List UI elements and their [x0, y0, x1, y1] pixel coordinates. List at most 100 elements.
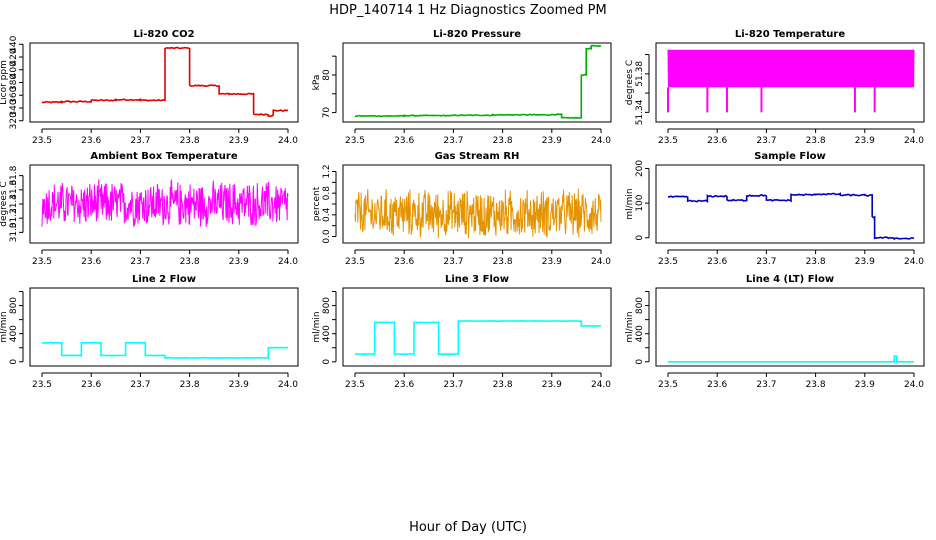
- x-tick-label: 23.8: [493, 380, 513, 390]
- y-tick-label: 0: [635, 235, 645, 241]
- plot-frame: [342, 42, 612, 123]
- y-tick-label: 400: [635, 325, 645, 342]
- y-tick-label: 0.4: [322, 207, 332, 222]
- x-tick-label: 23.9: [855, 380, 875, 390]
- plot-frame: [29, 287, 299, 367]
- y-tick-label: 31.4: [9, 194, 19, 214]
- y-axis-label: degrees C: [625, 60, 635, 105]
- x-tick-label: 24.0: [278, 136, 298, 146]
- y-tick-label: 1.2: [322, 164, 332, 178]
- y-tick-label: 100: [635, 194, 645, 211]
- x-tick-label: 23.8: [493, 257, 513, 267]
- x-tick-label: 24.0: [591, 136, 611, 146]
- x-tick-label: 23.8: [493, 136, 513, 146]
- plot-frame: [29, 42, 299, 123]
- y-tick-label: 800: [9, 297, 19, 314]
- panel-title: Li-820 Pressure: [433, 29, 521, 40]
- y-axis-label: ml/min: [625, 188, 635, 219]
- x-tick-label: 23.5: [32, 380, 52, 390]
- x-tick-label: 23.6: [394, 380, 414, 390]
- y-axis-label: ml/min: [625, 311, 635, 342]
- x-tick-label: 24.0: [278, 380, 298, 390]
- y-axis-label: ml/min: [312, 311, 322, 342]
- y-tick-label: 380: [9, 74, 19, 91]
- chart-panel-6: Sample Flow 23.5 23.6 23.7 23.8 23.9 24.0 0 100 2…: [625, 151, 925, 267]
- y-tick-label: 0.8: [322, 186, 332, 201]
- x-tick-label: 23.9: [229, 257, 249, 267]
- x-tick-label: 23.6: [707, 136, 727, 146]
- x-tick-label: 23.9: [542, 136, 562, 146]
- y-tick-label: 31.6: [9, 180, 19, 200]
- y-tick-label: 31.0: [9, 222, 19, 242]
- x-tick-label: 24.0: [278, 257, 298, 267]
- chart-panel-9: Line 4 (LT) Flow 23.5 23.6 23.7 23.8 23.9 24.0…: [625, 274, 925, 390]
- x-tick-label: 23.5: [345, 136, 365, 146]
- x-tick-label: 23.6: [394, 136, 414, 146]
- x-tick-label: 23.7: [443, 136, 463, 146]
- x-tick-label: 23.7: [130, 136, 150, 146]
- y-tick-label: 80: [322, 69, 332, 81]
- panel-title: Li-820 CO2: [133, 29, 194, 40]
- x-tick-label: 23.6: [707, 380, 727, 390]
- chart-panel-3: Li-820 Temperature 23.5 23.6 23.7 23.8 23.9 24…: [625, 29, 925, 146]
- x-tick-label: 23.6: [81, 380, 101, 390]
- x-tick-label: 23.8: [806, 257, 826, 267]
- y-axis-label: percent: [312, 186, 322, 221]
- x-tick-label: 23.9: [229, 380, 249, 390]
- x-tick-label: 23.7: [443, 380, 463, 390]
- x-tick-label: 24.0: [904, 257, 924, 267]
- y-tick-label: 0: [635, 359, 645, 365]
- plot-frame: [342, 164, 612, 244]
- panel-title: Line 3 Flow: [445, 274, 509, 285]
- y-tick-label: 420: [9, 48, 19, 65]
- plot-frame: [655, 42, 925, 123]
- x-tick-label: 23.7: [756, 257, 776, 267]
- panel-title: Line 2 Flow: [132, 274, 196, 285]
- data-series-line: [41, 178, 289, 228]
- data-series-line: [354, 188, 602, 239]
- y-axis-label: kPa: [312, 75, 322, 91]
- x-tick-label: 23.5: [345, 257, 365, 267]
- x-tick-label: 24.0: [904, 380, 924, 390]
- chart-panel-8: Line 3 Flow 23.5 23.6 23.7 23.8 23.9 24.0 0 400 8…: [312, 274, 612, 390]
- y-tick-label: 360: [9, 86, 19, 103]
- chart-panel-7: Line 2 Flow 23.5 23.6 23.7 23.8 23.9 24.0 0 400 8…: [0, 274, 299, 390]
- x-tick-label: 23.8: [806, 380, 826, 390]
- y-axis-label: degrees C: [0, 181, 9, 226]
- x-tick-label: 23.8: [180, 136, 200, 146]
- x-tick-label: 23.8: [180, 380, 200, 390]
- panel-title: Line 4 (LT) Flow: [746, 274, 834, 285]
- y-tick-label: 0: [9, 359, 19, 365]
- y-tick-label: 400: [9, 325, 19, 342]
- y-tick-label: 400: [322, 325, 332, 342]
- chart-panel-5: Gas Stream RH 23.5 23.6 23.7 23.8 23.9 24.0 0.0…: [312, 151, 612, 267]
- plot-frame: [342, 287, 612, 367]
- figure-title: HDP_140714 1 Hz Diagnostics Zoomed PM: [329, 3, 607, 18]
- y-tick-label: 51.34: [635, 99, 645, 125]
- panel-title: Sample Flow: [754, 151, 826, 162]
- y-tick-label: 440: [9, 35, 19, 52]
- data-series-line: [354, 319, 601, 356]
- y-tick-label: 51.38: [635, 61, 645, 87]
- data-series-line: [667, 49, 915, 88]
- data-series-line: [668, 355, 914, 363]
- x-tick-label: 23.5: [345, 380, 365, 390]
- chart-panel-4: Ambient Box Temperature 23.5 23.6 23.7 23.8 2…: [0, 151, 299, 267]
- data-series-line: [42, 341, 289, 360]
- y-tick-label: 800: [322, 297, 332, 314]
- y-tick-label: 400: [9, 61, 19, 78]
- x-tick-label: 23.5: [658, 257, 678, 267]
- x-tick-label: 23.7: [130, 257, 150, 267]
- x-tick-label: 23.6: [707, 257, 727, 267]
- y-tick-label: 340: [9, 99, 19, 116]
- figure-xlabel: Hour of Day (UTC): [409, 520, 527, 535]
- plot-frame: [655, 164, 925, 244]
- x-tick-label: 23.8: [180, 257, 200, 267]
- y-tick-label: 0: [322, 359, 332, 365]
- y-tick-label: 70: [322, 107, 332, 119]
- data-series-line: [355, 44, 602, 120]
- x-tick-label: 23.5: [32, 136, 52, 146]
- x-tick-label: 23.5: [658, 136, 678, 146]
- x-tick-label: 23.9: [855, 136, 875, 146]
- x-tick-label: 23.6: [81, 257, 101, 267]
